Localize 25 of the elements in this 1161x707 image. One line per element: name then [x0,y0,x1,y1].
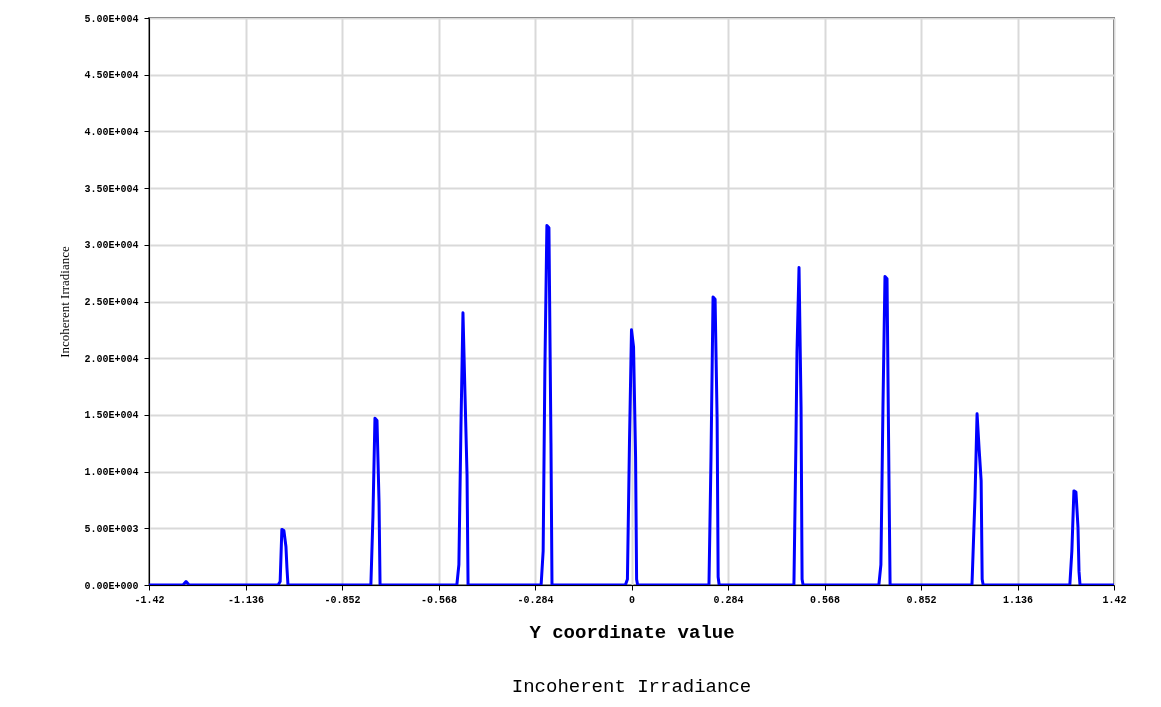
x-tick-label: 0.852 [906,594,937,606]
x-tick-label: -1.136 [227,594,265,606]
y-tick-label: 0.00E+000 [84,580,139,592]
y-tick-label: 5.00E+003 [84,523,139,535]
y-tick-label: 3.00E+004 [84,240,139,252]
y-tick-label: 5.00E+004 [84,13,139,25]
y-tick-label: 1.00E+004 [84,467,139,479]
x-tick-label: 0.568 [809,594,841,606]
x-tick-label: -1.42 [134,594,165,606]
y-tick-label: 4.00E+004 [84,126,139,138]
x-tick-label: -0.284 [517,594,554,606]
y-tick-label: 4.50E+004 [84,70,139,82]
y-tick-label: 2.50E+004 [84,297,139,308]
x-tick-label: -0.568 [420,594,458,606]
x-tick-label: 1.136 [1002,594,1034,606]
x-tick-label: -0.852 [324,594,361,606]
y-tick-label: 1.50E+004 [84,410,139,422]
x-tick-label: 1.42 [1102,594,1127,606]
text: Incoherent Irradiance [511,676,752,698]
x-tick-label: 0.284 [713,594,744,606]
x-axis-title: Y coordinate value [529,621,735,644]
y-tick-label: 2.00E+004 [84,353,139,365]
y-tick-label: 3.50E+004 [84,183,139,195]
x-tick-label: 0 [628,594,636,606]
y-axis-title: Incoherent Irradiance [57,246,73,358]
